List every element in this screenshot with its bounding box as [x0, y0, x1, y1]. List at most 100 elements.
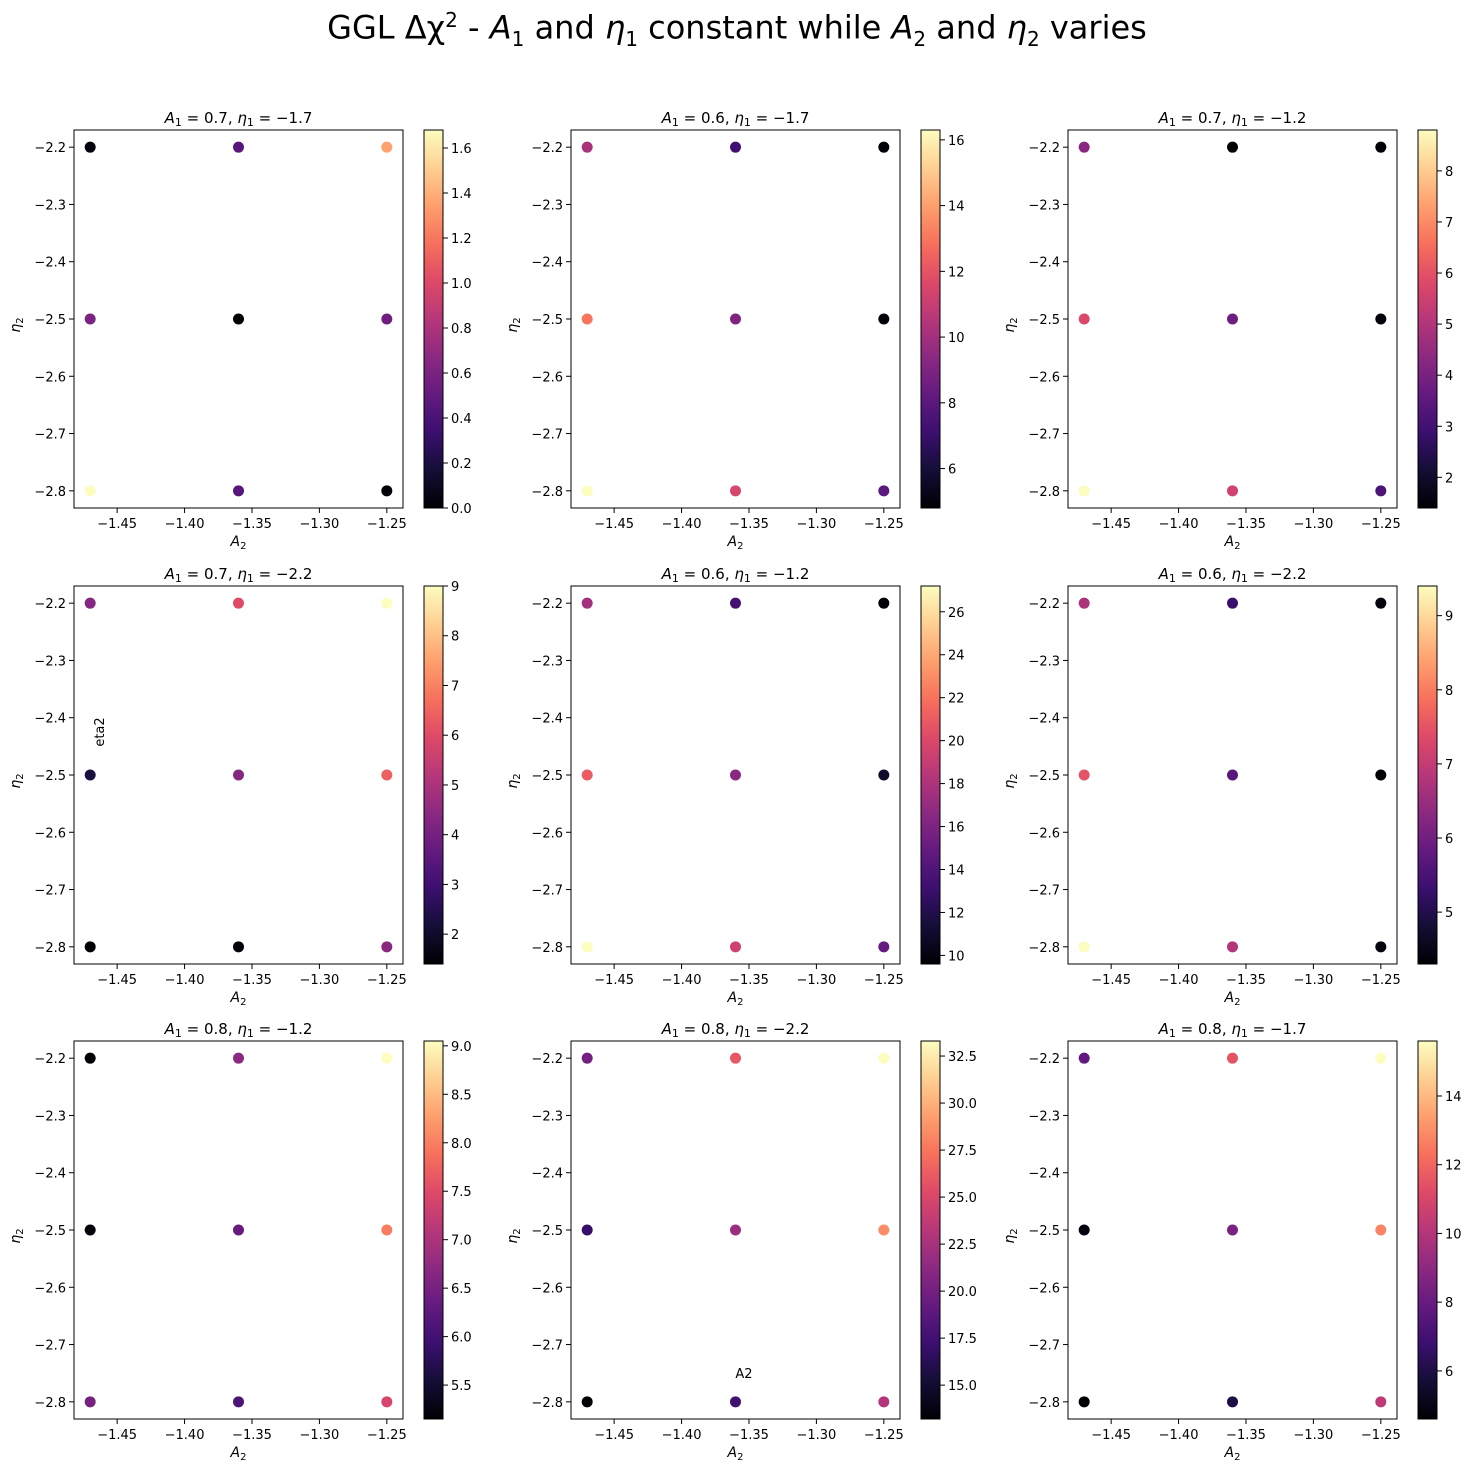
x-tick-label: −1.25: [367, 1428, 407, 1443]
colorbar-tick-label: 7: [1445, 216, 1453, 231]
y-tick-label: −2.3: [34, 198, 66, 213]
x-tick-label: −1.25: [1361, 1428, 1401, 1443]
y-axis-label: η2: [505, 317, 523, 332]
y-tick-label: −2.8: [531, 1396, 563, 1411]
data-point: [730, 1396, 741, 1408]
colorbar-tick-label: 7.5: [451, 1185, 472, 1200]
data-point: [581, 1052, 593, 1064]
data-point: [84, 1224, 96, 1236]
data-point: [730, 769, 741, 781]
x-tick-label: −1.25: [864, 517, 904, 532]
data-point: [730, 485, 741, 497]
colorbar-tick-label: 6: [1445, 1365, 1453, 1380]
data-point: [84, 1052, 96, 1064]
colorbar-tick-label: 20.0: [948, 1285, 977, 1300]
data-point: [1227, 1224, 1238, 1236]
data-point: [1227, 941, 1238, 953]
y-tick-label: −2.2: [1028, 597, 1060, 612]
colorbar-tick-label: 14: [948, 200, 965, 215]
colorbar-tick-label: 15.0: [948, 1379, 977, 1394]
data-point: [84, 1396, 96, 1408]
x-tick-label: −1.40: [165, 973, 205, 988]
data-point: [381, 941, 393, 953]
colorbar-tick-label: 5: [1445, 906, 1453, 921]
data-point: [1227, 313, 1238, 325]
colorbar: [423, 129, 444, 509]
y-tick-label: −2.5: [34, 313, 66, 328]
y-tick-label: −2.7: [1028, 428, 1060, 443]
x-tick-label: −1.25: [864, 973, 904, 988]
y-tick-label: −2.3: [531, 1109, 563, 1124]
data-point: [1078, 485, 1090, 497]
x-tick-label: −1.40: [165, 517, 205, 532]
x-tick-label: −1.35: [232, 973, 272, 988]
subplot-title: A1 = 0.7, η1 = −2.2: [164, 565, 313, 585]
y-tick-label: −2.6: [1028, 370, 1060, 385]
x-tick-label: −1.25: [1361, 517, 1401, 532]
y-axis-label: η2: [505, 1228, 523, 1243]
x-tick-label: −1.25: [1361, 973, 1401, 988]
data-point: [233, 1396, 244, 1408]
y-tick-label: −2.6: [34, 370, 66, 385]
data-point: [1375, 485, 1387, 497]
colorbar-tick-label: 8: [1445, 1296, 1453, 1311]
y-tick-label: −2.3: [1028, 654, 1060, 669]
x-tick-label: −1.45: [594, 973, 634, 988]
y-tick-label: −2.2: [1028, 1052, 1060, 1067]
data-point: [84, 769, 96, 781]
data-point: [381, 597, 393, 609]
y-axis-label: η2: [8, 1228, 26, 1243]
x-tick-label: −1.40: [1159, 1428, 1199, 1443]
data-point: [878, 313, 890, 325]
data-point: [878, 769, 890, 781]
colorbar-tick-label: 9: [1445, 610, 1453, 625]
x-tick-label: −1.45: [97, 517, 137, 532]
colorbar-tick-label: 10: [1445, 1227, 1462, 1242]
data-point: [1078, 1224, 1090, 1236]
colorbar: [1417, 1040, 1438, 1420]
colorbar-tick-label: 4: [451, 829, 459, 844]
y-axis-label: η2: [505, 773, 523, 788]
y-tick-label: −2.4: [1028, 1167, 1060, 1182]
colorbar: [1417, 129, 1438, 509]
figure-title: GGL Δχ2 - A1 and η1 constant while A2 an…: [327, 8, 1147, 52]
colorbar-tick-label: 18: [948, 778, 965, 793]
annotation-text: eta2: [93, 717, 108, 746]
colorbar-tick-label: 4: [1445, 369, 1453, 384]
data-point: [730, 941, 741, 953]
subplot-title: A1 = 0.7, η1 = −1.2: [1158, 109, 1307, 129]
x-tick-label: −1.25: [864, 1428, 904, 1443]
x-tick-label: −1.35: [1226, 1428, 1266, 1443]
y-tick-label: −2.7: [531, 884, 563, 899]
y-axis-label: η2: [1002, 773, 1020, 788]
data-point: [233, 485, 244, 497]
x-tick-label: −1.40: [662, 973, 702, 988]
y-tick-label: −2.2: [531, 141, 563, 156]
data-point: [381, 1224, 393, 1236]
colorbar-tick-label: 14: [948, 864, 965, 879]
data-point: [1078, 1396, 1090, 1408]
y-tick-label: −2.7: [531, 1339, 563, 1354]
x-axis-label: A2: [230, 1445, 247, 1463]
x-axis-label: A2: [1224, 990, 1241, 1008]
colorbar-tick-label: 16: [948, 821, 965, 836]
y-tick-label: −2.6: [531, 1281, 563, 1296]
data-point: [1227, 1052, 1238, 1064]
colorbar-tick-label: 14: [1445, 1090, 1462, 1105]
y-tick-label: −2.4: [34, 1167, 66, 1182]
x-tick-label: −1.30: [299, 1428, 339, 1443]
x-tick-label: −1.40: [662, 517, 702, 532]
x-tick-label: −1.25: [367, 973, 407, 988]
data-point: [581, 941, 593, 953]
x-tick-label: −1.30: [1293, 973, 1333, 988]
x-axis-label: A2: [727, 534, 744, 552]
x-tick-label: −1.35: [232, 517, 272, 532]
y-axis-label: η2: [1002, 1228, 1020, 1243]
y-axis-label: η2: [8, 317, 26, 332]
y-tick-label: −2.4: [34, 712, 66, 727]
data-point: [233, 769, 244, 781]
y-tick-label: −2.4: [34, 256, 66, 271]
colorbar-tick-label: 1.4: [451, 187, 472, 202]
y-tick-label: −2.8: [34, 1396, 66, 1411]
data-point: [84, 597, 96, 609]
